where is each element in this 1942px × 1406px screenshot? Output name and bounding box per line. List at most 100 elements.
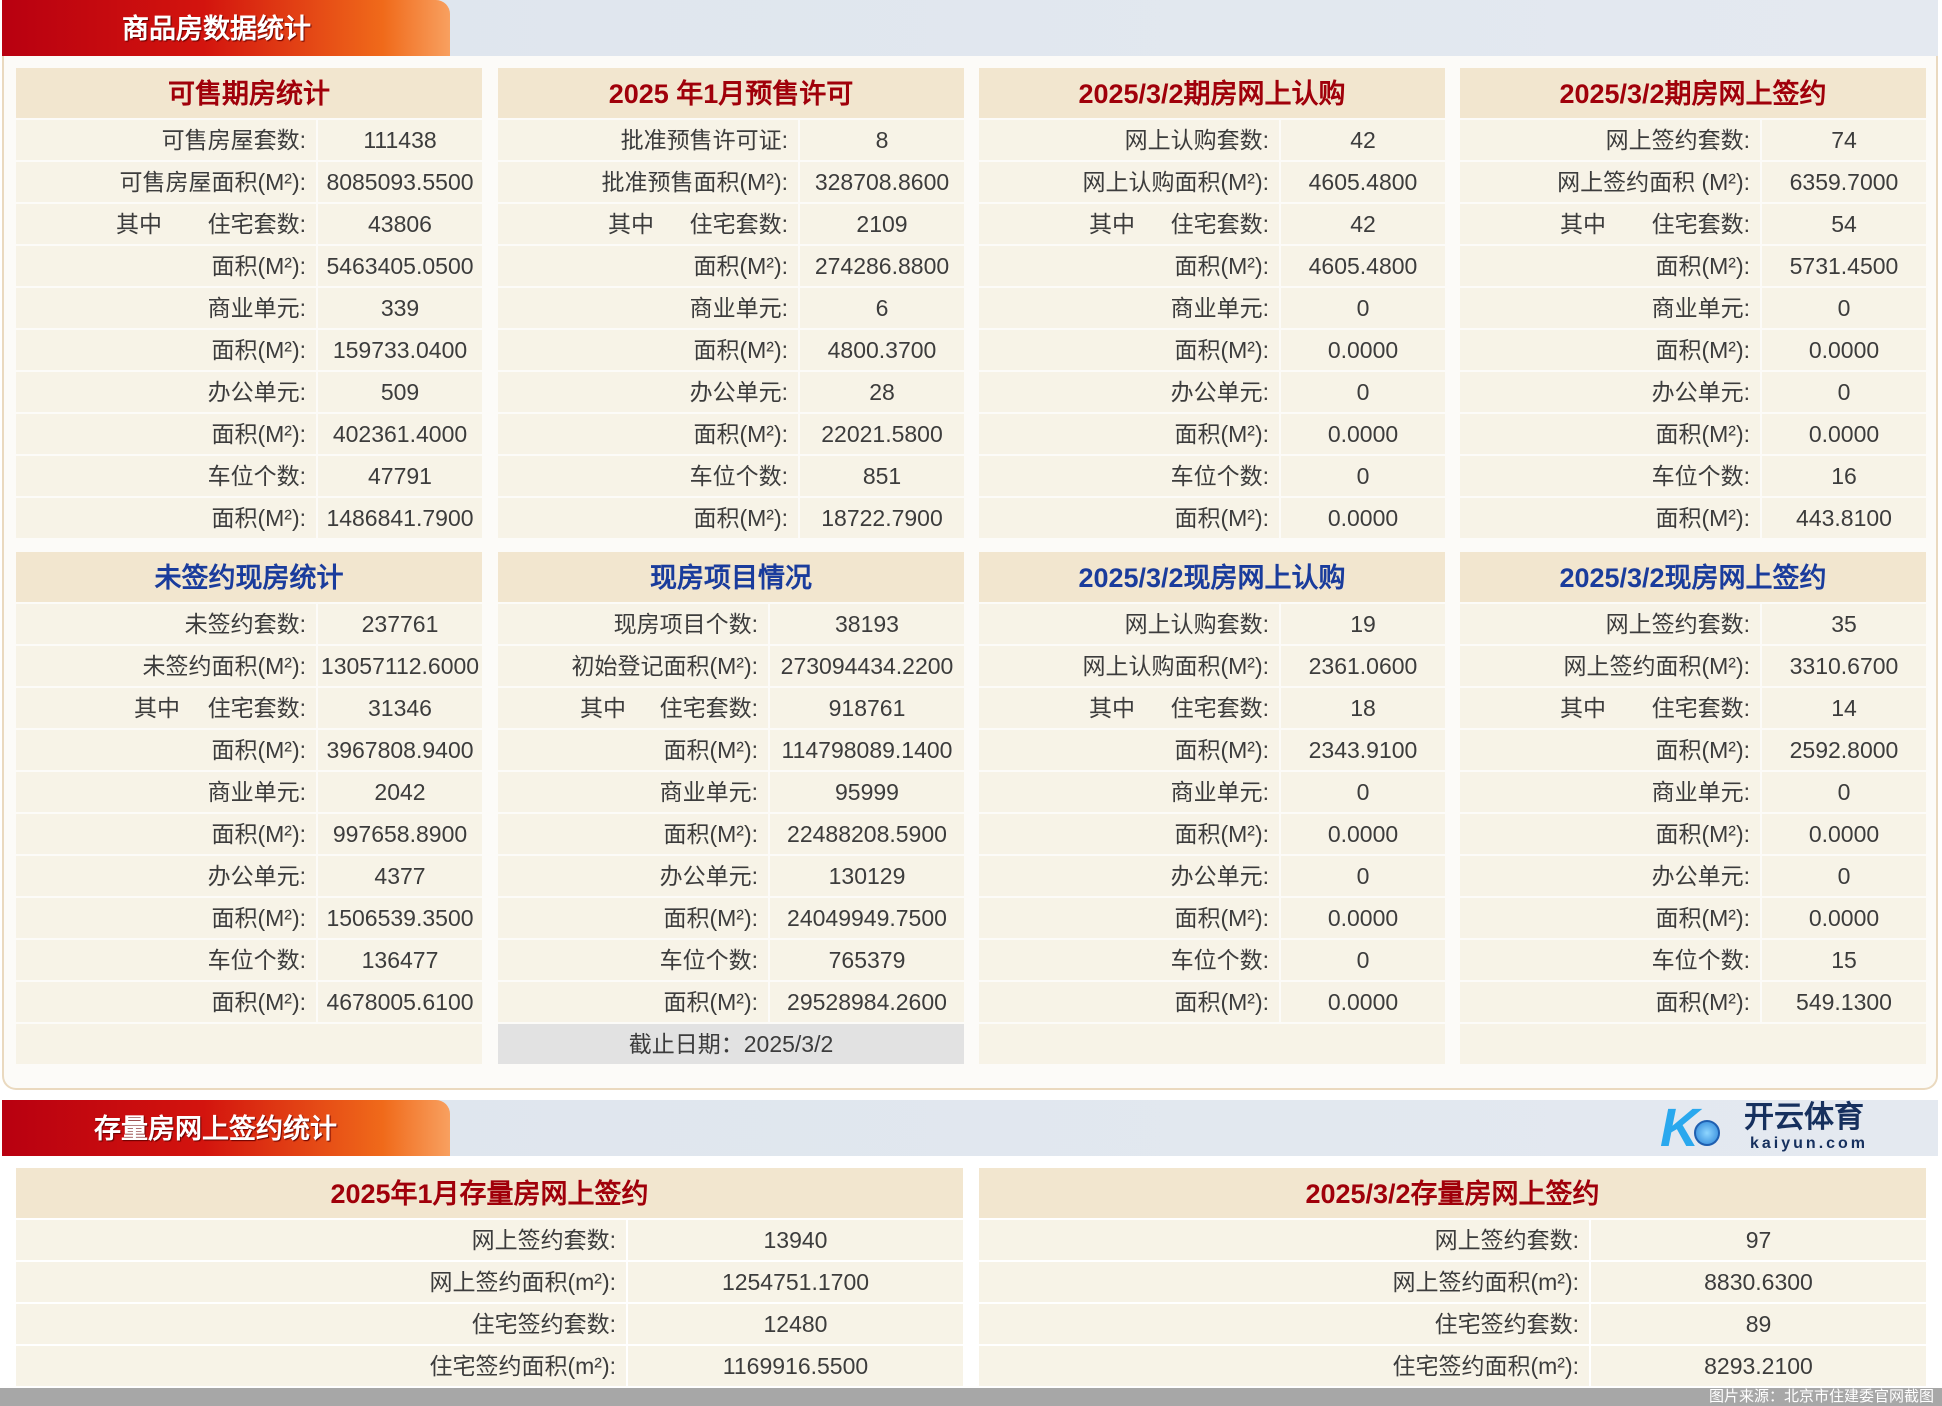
row-value: 0	[1762, 288, 1926, 328]
table-title: 未签约现房统计	[16, 552, 482, 602]
row-label-text: 住宅签约套数:	[1434, 1311, 1579, 1337]
row-value: 0	[1281, 940, 1445, 980]
row-label: 住宅签约面积(m²):	[16, 1346, 626, 1386]
row-label: 面积(M²):	[979, 898, 1279, 938]
row-label-text: 网上签约面积 (M²):	[1557, 169, 1750, 195]
row-label: 办公单元:	[1460, 372, 1760, 412]
empty-row	[979, 1024, 1445, 1064]
row-label: 网上认购套数:	[979, 604, 1279, 644]
row-label: 办公单元:	[16, 856, 316, 896]
section-banner-new-housing: 商品房数据统计	[2, 0, 1938, 56]
row-value: 0	[1281, 772, 1445, 812]
row-value: 0.0000	[1762, 898, 1926, 938]
row-label-text: 车位个数:	[207, 463, 306, 489]
row-label-text: 面积(M²):	[1174, 505, 1269, 531]
row-prefix: 其中	[580, 695, 626, 721]
row-value: 1254751.1700	[628, 1262, 963, 1302]
row-label-text: 面积(M²):	[211, 905, 306, 931]
row-label: 面积(M²):	[16, 982, 316, 1022]
row-label-text: 商业单元:	[1170, 295, 1269, 321]
row-label-text: 网上认购面积(M²):	[1082, 169, 1269, 195]
row-label-text: 网上签约套数:	[1434, 1227, 1579, 1253]
row-label-text: 可售房屋套数:	[161, 127, 306, 153]
row-label-text: 办公单元:	[659, 863, 758, 889]
row-label: 面积(M²):	[979, 414, 1279, 454]
row-label-text: 车位个数:	[207, 947, 306, 973]
row-label-text: 面积(M²):	[211, 421, 306, 447]
row-value: 3310.6700	[1762, 646, 1926, 686]
row-value: 2109	[800, 204, 964, 244]
row-label: 住宅签约套数:	[16, 1304, 626, 1344]
logo-brand-en: kaiyun.com	[1750, 1135, 1869, 1152]
row-prefix: 其中	[608, 211, 654, 237]
row-label: 未签约面积(M²):	[16, 646, 316, 686]
row-value: 4605.4800	[1281, 162, 1445, 202]
row-label-text: 批准预售许可证:	[620, 127, 788, 153]
stats-table: 2025/3/2存量房网上签约 网上签约套数: 97 网上签约面积(m²): 8830.…	[979, 1168, 1926, 1386]
row-label: 住宅签约面积(m²):	[979, 1346, 1589, 1386]
row-value: 0	[1281, 288, 1445, 328]
table-title: 可售期房统计	[16, 68, 482, 118]
row-label-text: 商业单元:	[1651, 295, 1750, 321]
row-label-text: 住宅签约面积(m²):	[1392, 1353, 1579, 1379]
row-label: 商业单元:	[16, 288, 316, 328]
row-value: 3967808.9400	[318, 730, 482, 770]
row-value: 24049949.7500	[770, 898, 964, 938]
row-label: 网上签约面积(m²):	[16, 1262, 626, 1302]
row-label-text: 住宅套数:	[207, 211, 306, 237]
table-title: 2025/3/2存量房网上签约	[979, 1168, 1926, 1218]
row-value: 0.0000	[1762, 414, 1926, 454]
row-value: 273094434.2200	[770, 646, 964, 686]
row-label: 面积(M²):	[498, 898, 768, 938]
row-label-text: 住宅签约面积(m²):	[429, 1353, 616, 1379]
empty-row	[16, 1024, 482, 1064]
row-label-text: 面积(M²):	[1655, 905, 1750, 931]
row-value: 42	[1281, 204, 1445, 244]
row-value: 18722.7900	[800, 498, 964, 538]
row-label-text: 网上签约套数:	[1605, 127, 1750, 153]
row-label: 网上认购面积(M²):	[979, 646, 1279, 686]
row-label-text: 面积(M²):	[693, 337, 788, 363]
row-label-text: 办公单元:	[1651, 863, 1750, 889]
row-value: 159733.0400	[318, 330, 482, 370]
row-label-text: 车位个数:	[1651, 947, 1750, 973]
row-value: 0.0000	[1281, 982, 1445, 1022]
row-label: 面积(M²):	[979, 246, 1279, 286]
row-label: 商业单元:	[498, 772, 768, 812]
row-label: 车位个数:	[498, 940, 768, 980]
row-label-text: 办公单元:	[207, 379, 306, 405]
row-label-text: 车位个数:	[659, 947, 758, 973]
row-value: 43806	[318, 204, 482, 244]
row-label-text: 车位个数:	[689, 463, 788, 489]
row-value: 0.0000	[1281, 330, 1445, 370]
row-label: 商业单元:	[1460, 772, 1760, 812]
row-label-text: 住宅套数:	[659, 695, 758, 721]
row-label-text: 面积(M²):	[211, 737, 306, 763]
row-prefix: 其中	[134, 695, 180, 721]
row-value: 918761	[770, 688, 964, 728]
row-value: 0	[1762, 856, 1926, 896]
row-label-text: 面积(M²):	[1174, 821, 1269, 847]
row-label-text: 网上签约面积(m²):	[429, 1269, 616, 1295]
row-label: 其中 住宅套数:	[16, 688, 316, 728]
row-label-text: 住宅套数:	[1170, 695, 1269, 721]
row-value: 0	[1281, 372, 1445, 412]
row-label: 其中 住宅套数:	[1460, 204, 1760, 244]
row-value: 95999	[770, 772, 964, 812]
row-label: 面积(M²):	[16, 246, 316, 286]
row-value: 54	[1762, 204, 1926, 244]
row-label: 面积(M²):	[498, 414, 798, 454]
row-value: 0	[1281, 856, 1445, 896]
row-value: 0	[1281, 456, 1445, 496]
row-label: 商业单元:	[979, 772, 1279, 812]
row-label: 面积(M²):	[16, 414, 316, 454]
row-label: 可售房屋面积(M²):	[16, 162, 316, 202]
row-label: 商业单元:	[16, 772, 316, 812]
row-label: 商业单元:	[979, 288, 1279, 328]
row-label: 批准预售许可证:	[498, 120, 798, 160]
row-value: 2592.8000	[1762, 730, 1926, 770]
row-label-text: 面积(M²):	[1174, 253, 1269, 279]
row-label: 面积(M²):	[1460, 330, 1760, 370]
row-value: 0.0000	[1762, 814, 1926, 854]
row-label-text: 面积(M²):	[663, 821, 758, 847]
